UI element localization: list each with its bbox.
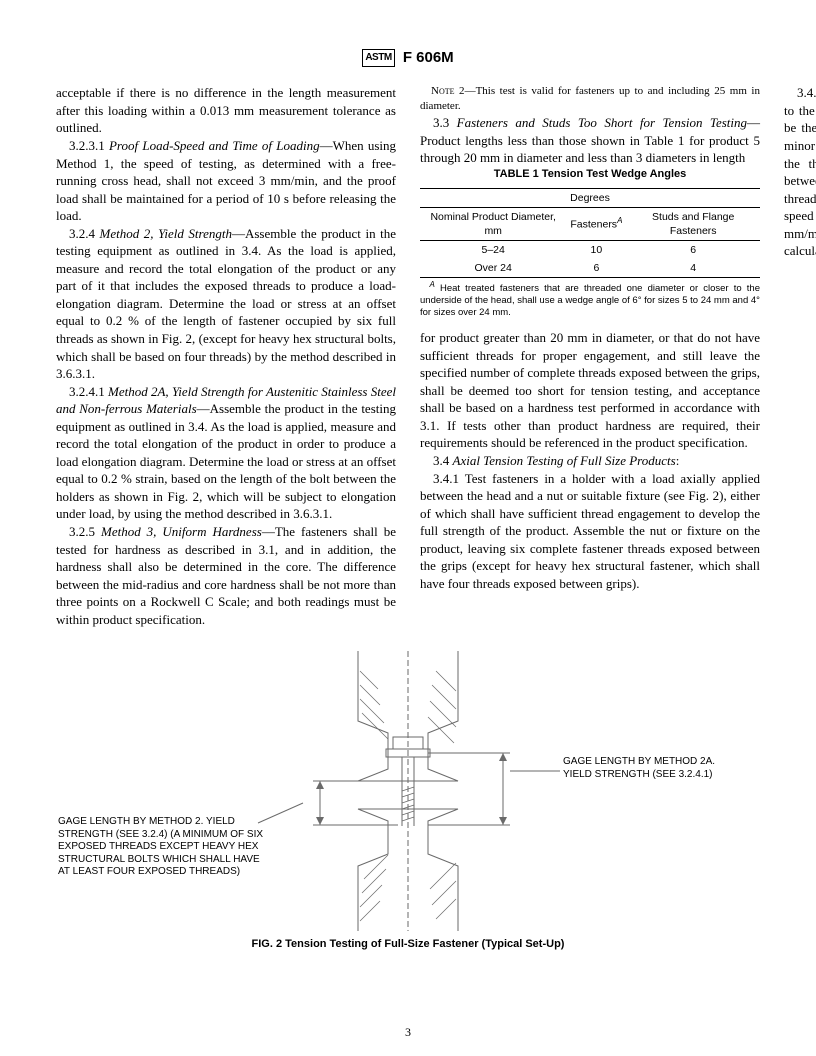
note-label: Note 2 bbox=[431, 85, 465, 97]
designation: F 606M bbox=[403, 48, 454, 68]
para-3-4: 3.4 Axial Tension Testing of Full Size P… bbox=[420, 452, 760, 470]
sec-body: Test studs by assembling one end of the … bbox=[784, 85, 816, 258]
figure-right-label: GAGE LENGTH BY METHOD 2A. YIELD STRENGTH… bbox=[563, 756, 743, 781]
figure-2: GAGE LENGTH BY METHOD 2. YIELD STRENGTH … bbox=[56, 651, 760, 952]
table-col2: FastenersA bbox=[566, 207, 626, 240]
sec-title: Axial Tension Testing of Full Size Produ… bbox=[453, 453, 676, 468]
figure-2-svg bbox=[58, 651, 758, 931]
sec-num: 3.2.4.1 bbox=[69, 384, 108, 399]
para-3-2-5: 3.2.5 Method 3, Uniform Hardness—The fas… bbox=[56, 523, 396, 628]
sec-colon: : bbox=[676, 453, 680, 468]
sec-num: 3.2.3.1 bbox=[69, 138, 109, 153]
para-3-2-4: 3.2.4 Method 2, Yield Strength—Assemble … bbox=[56, 225, 396, 383]
sec-title: Method 3, Uniform Hardness bbox=[101, 524, 262, 539]
para-3-3: 3.3 Fasteners and Studs Too Short for Te… bbox=[420, 114, 760, 167]
note-2: Note 2—This test is valid for fasteners … bbox=[420, 84, 760, 114]
table-cell: 6 bbox=[626, 241, 760, 260]
table-title: TABLE 1 Tension Test Wedge Angles bbox=[420, 167, 760, 182]
table-cell: 5–24 bbox=[420, 241, 566, 260]
sec-body: —Assemble the product in the testing equ… bbox=[56, 401, 396, 521]
sec-num: 3.2.4 bbox=[69, 226, 100, 241]
sec-title: Method 2, Yield Strength bbox=[100, 226, 232, 241]
sec-num: 3.4.1 bbox=[433, 471, 465, 486]
table-footnote: A Heat treated fasteners that are thread… bbox=[420, 280, 760, 319]
note-body: —This test is valid for fasteners up to … bbox=[420, 85, 760, 112]
table-1: TABLE 1 Tension Test Wedge Angles Degree… bbox=[420, 167, 760, 319]
page-header: ASTM F 606M bbox=[56, 48, 760, 68]
figure-left-label: GAGE LENGTH BY METHOD 2. YIELD STRENGTH … bbox=[58, 816, 268, 879]
sec-num: 3.4.2 bbox=[797, 85, 816, 100]
body-columns: acceptable if there is no difference in … bbox=[56, 84, 760, 639]
sec-body: —Assemble the product in the testing equ… bbox=[56, 226, 396, 381]
para-3-2-4-1: 3.2.4.1 Method 2A, Yield Strength for Au… bbox=[56, 383, 396, 523]
table-cell: 10 bbox=[566, 241, 626, 260]
sec-body: —The fasteners shall be tested for hardn… bbox=[56, 524, 396, 627]
page-number: 3 bbox=[0, 1024, 816, 1040]
sec-num: 3.4 bbox=[433, 453, 453, 468]
table-col1: Nominal Product Diameter, mm bbox=[420, 207, 566, 240]
para-3-3-cont: for product greater than 20 mm in diamet… bbox=[420, 329, 760, 452]
sec-title: Fasteners and Studs Too Short for Tensio… bbox=[457, 115, 747, 130]
para-continuation: acceptable if there is no difference in … bbox=[56, 84, 396, 137]
sec-num: 3.2.5 bbox=[69, 524, 101, 539]
sec-title: Proof Load-Speed and Time of Loading bbox=[109, 138, 320, 153]
sec-body: Test fasteners in a holder with a load a… bbox=[420, 471, 760, 591]
table-deg-header: Degrees bbox=[420, 188, 760, 207]
table-col3: Studs and Flange Fasteners bbox=[626, 207, 760, 240]
table-cell: Over 24 bbox=[420, 259, 566, 278]
table-cell: 4 bbox=[626, 259, 760, 278]
para-3-4-1: 3.4.1 Test fasteners in a holder with a … bbox=[420, 470, 760, 593]
para-3-4-2: 3.4.2 Test studs by assembling one end o… bbox=[784, 84, 816, 259]
table-cell: 6 bbox=[566, 259, 626, 278]
sec-num: 3.3 bbox=[433, 115, 457, 130]
figure-caption: FIG. 2 Tension Testing of Full-Size Fast… bbox=[56, 937, 760, 952]
equation-1: Aₛ = 0.7854 (D − 0.9382P)² (1) bbox=[784, 266, 816, 284]
astm-logo: ASTM bbox=[362, 49, 394, 67]
para-3-2-3-1: 3.2.3.1 Proof Load-Speed and Time of Loa… bbox=[56, 137, 396, 225]
